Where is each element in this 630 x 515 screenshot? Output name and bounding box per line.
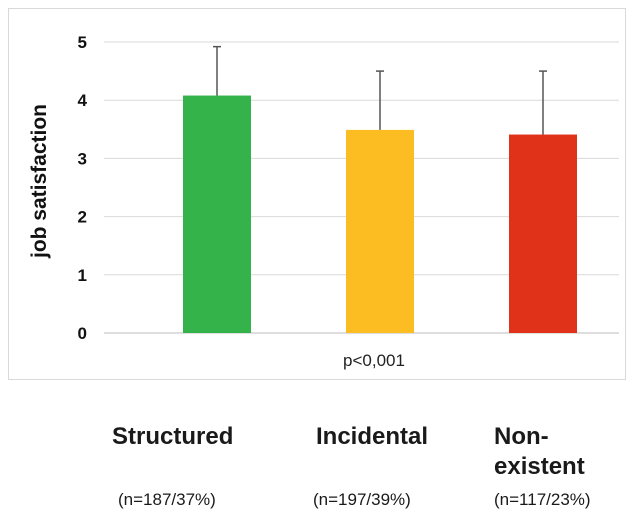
category-label-incidental: Incidental xyxy=(316,422,428,452)
y-tick-2: 2 xyxy=(78,208,87,227)
y-tick-labels: 0 1 2 3 4 5 xyxy=(78,33,88,343)
chart-panel: 0 1 2 3 4 5 job satisfaction p<0,001 xyxy=(8,8,626,380)
category-label-line: Structured xyxy=(112,423,234,450)
y-tick-0: 0 xyxy=(78,324,87,343)
category-label-structured: Structured xyxy=(112,422,233,452)
category-label-line: existent xyxy=(494,453,585,480)
category-count-non-existent: (n=117/23%) xyxy=(494,490,591,509)
y-tick-3: 3 xyxy=(78,149,87,168)
y-axis-label: job satisfaction xyxy=(28,104,51,259)
error-bars xyxy=(213,45,547,135)
y-tick-1: 1 xyxy=(78,266,87,285)
bar-incidental xyxy=(346,129,414,333)
bar-structured xyxy=(183,95,251,333)
category-count-structured: (n=187/37%) xyxy=(118,490,216,509)
p-value-annotation: p<0,001 xyxy=(343,351,405,370)
y-tick-4: 4 xyxy=(78,91,88,110)
y-tick-5: 5 xyxy=(78,33,87,52)
bars xyxy=(183,95,577,333)
category-label-non-existent: Non-existent xyxy=(494,422,585,482)
category-label-line: Incidental xyxy=(316,423,429,450)
category-count-incidental: (n=197/39%) xyxy=(313,490,411,509)
bar-chart: 0 1 2 3 4 5 job satisfaction p<0,001 xyxy=(28,33,619,370)
bar-non-existent xyxy=(509,134,577,333)
category-label-line: Non- xyxy=(494,423,549,450)
